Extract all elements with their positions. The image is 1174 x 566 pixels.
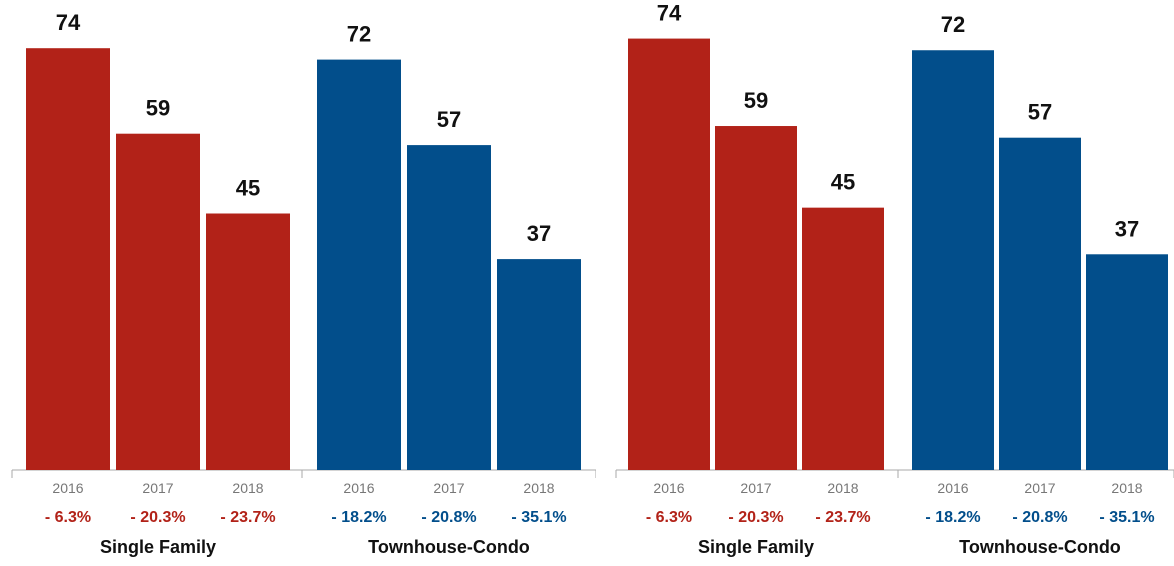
bar-single_family-2017	[715, 126, 797, 470]
bar-single_family-2016	[628, 38, 710, 471]
x-tick-label: 2017	[142, 480, 173, 496]
percent-change-label: - 35.1%	[511, 509, 566, 526]
data-label: 59	[146, 96, 170, 121]
x-tick-label: 2018	[523, 480, 554, 496]
data-label: 57	[1028, 100, 1052, 125]
data-label: 45	[831, 170, 855, 195]
x-tick-label: 2018	[1111, 480, 1142, 496]
percent-change-label: - 35.1%	[1099, 509, 1154, 526]
x-tick-label: 2018	[827, 480, 858, 496]
bar-townhouse_condo-2017	[999, 137, 1081, 470]
bar-single_family-2018	[206, 213, 290, 470]
x-tick-label: 2016	[937, 480, 968, 496]
percent-change-label: - 23.7%	[815, 509, 870, 526]
data-label: 37	[527, 221, 551, 246]
bar-chart-right: 74 2016 - 6.3% 59 2017 - 20.3% 45 2018 - 23.7%Si…	[615, 1, 1174, 557]
bar-townhouse_condo-2018	[497, 259, 581, 470]
group-label: Townhouse-Condo	[959, 537, 1121, 557]
percent-change-label: - 20.3%	[130, 509, 185, 526]
percent-change-label: - 23.7%	[220, 509, 275, 526]
percent-change-label: - 18.2%	[925, 509, 980, 526]
chart-panel-right: 74 2016 - 6.3% 59 2017 - 20.3% 45 2018 - 23.7% Si…	[600, 0, 1174, 561]
bar-single_family-2016	[26, 48, 110, 470]
x-tick-label: 2017	[1024, 480, 1055, 496]
group-label: Single Family	[698, 537, 814, 557]
x-tick-label: 2016	[52, 480, 83, 496]
percent-change-label: - 20.8%	[421, 509, 476, 526]
percent-change-label: - 6.3%	[646, 509, 692, 526]
data-label: 72	[347, 22, 371, 47]
bar-chart-left: 74 2016 - 6.3% 59 2017 - 20.3% 45 2018 - 23.7%Si…	[11, 10, 597, 557]
bar-single_family-2018	[802, 207, 884, 470]
x-tick-label: 2018	[232, 480, 263, 496]
bar-townhouse_condo-2017	[407, 145, 491, 470]
bar-townhouse_condo-2016	[912, 50, 994, 471]
chart-panel-left: 74 2016 - 6.3% 59 2017 - 20.3% 45 2018 - 23.7% Si…	[11, 10, 597, 557]
data-label: 72	[941, 12, 965, 37]
group-label: Townhouse-Condo	[368, 537, 530, 557]
data-label: 57	[437, 107, 461, 132]
x-tick-label: 2016	[343, 480, 374, 496]
x-tick-label: 2017	[433, 480, 464, 496]
percent-change-label: - 20.3%	[728, 509, 783, 526]
bar-townhouse_condo-2016	[317, 59, 401, 470]
bar-single_family-2017	[116, 133, 200, 470]
group-label: Single Family	[100, 537, 216, 557]
percent-change-label: - 20.8%	[1012, 509, 1067, 526]
bar-townhouse_condo-2018	[1086, 254, 1168, 470]
data-label: 37	[1115, 216, 1139, 241]
x-tick-label: 2017	[740, 480, 771, 496]
data-label: 74	[56, 10, 81, 35]
data-label: 74	[657, 1, 682, 26]
data-label: 59	[744, 88, 768, 113]
data-label: 45	[236, 176, 260, 201]
percent-change-label: - 18.2%	[331, 509, 386, 526]
percent-change-label: - 6.3%	[45, 509, 91, 526]
x-tick-label: 2016	[653, 480, 684, 496]
